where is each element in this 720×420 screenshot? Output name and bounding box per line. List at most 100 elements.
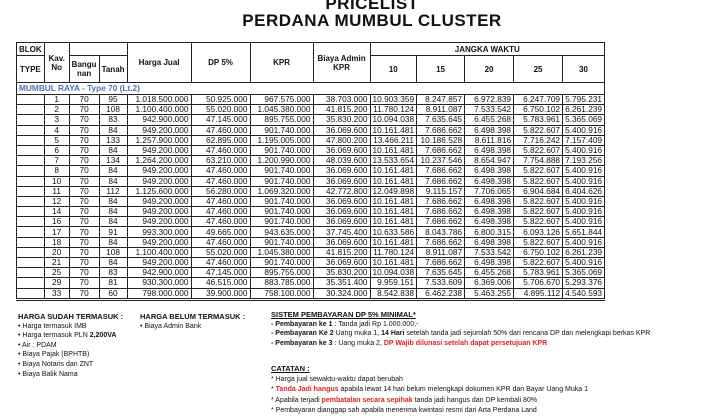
note: * Pembayaran dianggap sah apabila meneri… <box>271 407 537 414</box>
table-cell: 12.049.898 <box>369 185 418 197</box>
section-label: MUMBUL RAYA - Type 70 (Lt.2) <box>15 82 606 95</box>
table-cell: 1.200.990.000 <box>249 155 314 167</box>
header-dp: DP 5% <box>190 42 251 83</box>
table-cell: 56.280.000 <box>190 185 251 197</box>
table-cell: 70 <box>68 93 100 106</box>
table-cell: 70 <box>68 165 100 177</box>
table-cell: 10.094.038 <box>369 267 418 279</box>
table-cell: 38.703.000 <box>312 93 371 106</box>
table-cell: 16 <box>43 216 70 228</box>
table-cell: 70 <box>68 226 100 238</box>
table-cell: 14 <box>43 206 70 218</box>
note: * Apabila terjadi pembatalan secara sepi… <box>271 396 588 407</box>
table-cell: 10.186.528 <box>416 134 466 146</box>
table-cell: 3 <box>43 114 70 126</box>
table-cell: 70 <box>68 114 100 126</box>
header-year: 20 <box>464 55 515 83</box>
table-cell: 70 <box>68 277 100 289</box>
cell-blok <box>16 104 45 116</box>
excluded-item: • Biaya Admin Bank <box>140 322 202 330</box>
table-cell: 5.822.607 <box>513 175 564 187</box>
note: * Tanda Jadi hangus apabila lewat 14 har… <box>271 385 588 396</box>
table-cell: 47.460.000 <box>190 256 251 269</box>
table-cell: 5.400.916 <box>562 195 606 208</box>
cell-blok <box>16 165 45 177</box>
table-cell: 949.200.000 <box>126 256 192 269</box>
table-cell: 36.069.600 <box>312 175 371 187</box>
table-cell: 1.045.380.000 <box>249 246 314 259</box>
table-cell: 33 <box>43 287 70 301</box>
table-cell: 5.783.961 <box>513 114 564 126</box>
table-cell: 84 <box>98 256 128 269</box>
note-text: * Apabila terjadi <box>271 396 322 404</box>
included-item: • Harga termasuk PLN 2,200VA <box>18 331 123 341</box>
table-cell: 5.400.916 <box>562 144 606 157</box>
header-harga: Harga Jual <box>126 42 192 83</box>
table-cell: 901.740.000 <box>249 144 314 157</box>
table-cell: 930.300.000 <box>126 277 192 289</box>
table-cell: 901.740.000 <box>249 165 314 177</box>
step-text: setelah tanda jadi sejumlah 50% dari ren… <box>404 330 651 338</box>
note-text: tanda jadi hangus dan DP kembali 80% <box>412 396 538 404</box>
table-row: 11 70 112 1.125.600.000 56.280.000 1.069.320.… <box>16 185 606 197</box>
table-cell: 949.200.000 <box>126 216 192 228</box>
note-text: apabila lewat 14 hari belum melengkapi d… <box>338 386 589 393</box>
step-label: - Pembayaran Ke 2 <box>271 330 334 338</box>
table-cell: 5.783.961 <box>513 267 564 279</box>
table-cell: 6.369.006 <box>464 277 515 289</box>
table-cell: 5 <box>43 134 70 146</box>
note-highlight: Tanda Jadi hangus <box>275 386 339 393</box>
table-cell: 13.533.654 <box>369 155 418 167</box>
table-row: 1 70 95 1.018.500.000 50.925.000 967.575.000 3… <box>16 93 606 106</box>
table-cell: 10.161.481 <box>369 165 418 177</box>
table-cell: 11.780.124 <box>369 104 418 116</box>
table-cell: 70 <box>68 256 100 269</box>
table-cell: 50.925.000 <box>190 93 251 106</box>
table-cell: 5.795.231 <box>562 93 606 106</box>
table-cell: 35.351.400 <box>312 277 371 289</box>
table-cell: 1.100.400.000 <box>126 104 192 116</box>
header-bangunan: Bangu nan <box>68 55 100 83</box>
table-cell: 55.020.000 <box>190 104 251 116</box>
payment-title: SISTEM PEMBAYARAN DP 5% MINIMAL* <box>271 310 416 319</box>
table-cell: 901.740.000 <box>249 256 314 269</box>
table-cell: 6.455.268 <box>464 114 515 126</box>
included-title: HARGA SUDAH TERMASUK : <box>18 312 124 321</box>
table-cell: 84 <box>98 144 128 157</box>
table-cell: 70 <box>68 246 100 259</box>
table-cell: 84 <box>98 195 128 208</box>
cell-blok <box>16 124 45 136</box>
table-cell: 42.772.800 <box>312 185 371 197</box>
table-cell: 901.740.000 <box>249 236 314 248</box>
table-cell: 10.161.481 <box>369 236 418 248</box>
table-cell: 942.900.000 <box>126 114 192 126</box>
cell-blok <box>16 185 45 197</box>
table-cell: 70 <box>68 195 100 208</box>
included-section: HARGA SUDAH TERMASUK : • Harga termasuk … <box>18 312 123 379</box>
included-item-label: • Harga termasuk PLN <box>18 332 90 340</box>
cell-blok <box>16 216 45 228</box>
table-cell: 47.460.000 <box>190 144 251 157</box>
payment-step-1: - Pembayaran ke 1 : Tanda jadi Rp 1.000.… <box>271 320 650 330</box>
table-cell: 7.706.065 <box>464 185 515 197</box>
table-row: 16 70 84 949.200.000 47.460.000 901.740.000 36… <box>16 216 606 228</box>
table-cell: 8.654.947 <box>464 155 515 167</box>
note: * Harga jual sewaktu-waktu dapat berubah <box>271 375 403 383</box>
table-cell: 6.261.239 <box>562 104 606 116</box>
table-cell: 47.460.000 <box>190 216 251 228</box>
table-cell: 1 <box>43 93 70 106</box>
excluded-section: HARGA BELUM TERMASUK : • Biaya Admin Ban… <box>140 312 245 331</box>
table-cell: 883.785.000 <box>249 277 314 289</box>
table-cell: 47.460.000 <box>190 206 251 218</box>
table-row: 12 70 84 949.200.000 47.460.000 901.740.000 36… <box>16 195 606 208</box>
table-cell: 7.716.242 <box>513 134 564 146</box>
table-cell: 895.755.000 <box>249 267 314 279</box>
table-cell: 943.635.000 <box>249 226 314 238</box>
price-table: BLOK Kav. No Harga Jual DP 5% KPR Biaya … <box>15 42 606 301</box>
included-item: • Biaya Pajak (BPHTB) <box>18 351 90 359</box>
table-cell: 5.400.916 <box>562 206 606 218</box>
included-item: • Biaya Balik Nama <box>18 370 78 378</box>
table-row: 4 70 84 949.200.000 47.460.000 901.740.000 36.… <box>16 124 606 136</box>
table-cell: 60 <box>98 287 128 301</box>
table-cell: 901.740.000 <box>249 216 314 228</box>
